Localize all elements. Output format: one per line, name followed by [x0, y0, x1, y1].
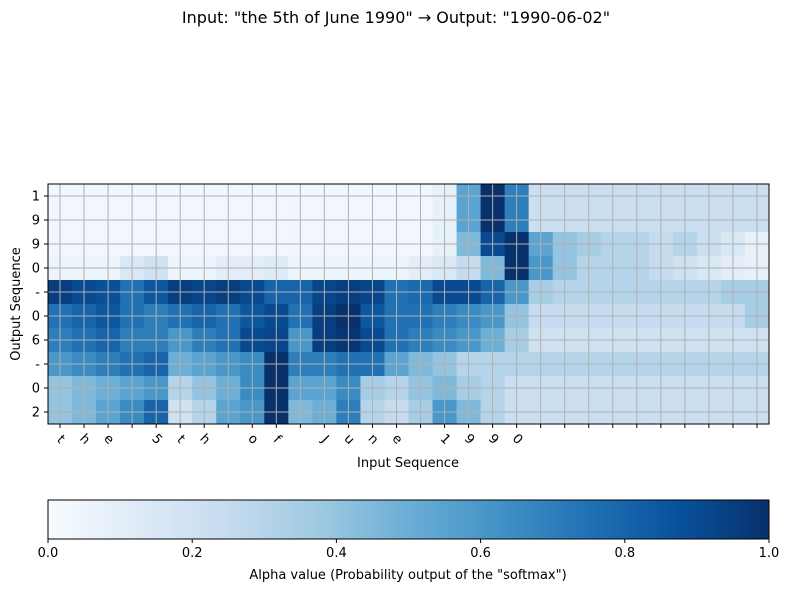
- chart-title: Input: "the 5th of June 1990" → Output: …: [182, 8, 610, 27]
- x-tick-label: n: [365, 431, 381, 447]
- colorbar-label: Alpha value (Probability output of the "…: [249, 568, 566, 583]
- y-tick-label: 9: [32, 214, 40, 229]
- y-axis-ticks: 1 9 9 0 - 0 6 - 0 2: [32, 190, 48, 421]
- x-tick-label: u: [341, 431, 357, 447]
- colorbar-tick-label: 0.4: [326, 546, 347, 561]
- y-tick-label: -: [35, 358, 40, 373]
- heatmap-grid: [48, 184, 769, 424]
- x-tick-label: f: [270, 433, 284, 447]
- x-tick-label: e: [389, 431, 405, 447]
- colorbar: [47, 499, 770, 540]
- y-tick-label: 0: [32, 310, 40, 325]
- colorbar-ticks: 0.0 0.2 0.4 0.6 0.8 1.0: [38, 539, 780, 561]
- x-tick-label: 1: [437, 431, 453, 447]
- x-tick-label: 5: [148, 431, 164, 447]
- y-axis-label: Output Sequence: [9, 247, 24, 360]
- colorbar-tick-label: 0.2: [182, 546, 203, 561]
- y-tick-label: 0: [32, 382, 40, 397]
- x-tick-label: 9: [485, 431, 501, 447]
- colorbar-tick-label: 0.6: [470, 546, 491, 561]
- x-tick-label: e: [100, 431, 116, 447]
- x-tick-label: h: [196, 431, 212, 447]
- y-tick-label: 2: [32, 406, 40, 421]
- y-tick-label: 9: [32, 238, 40, 253]
- x-tick-label: o: [245, 431, 261, 447]
- x-tick-label: 0: [509, 431, 525, 447]
- x-tick-label: h: [76, 431, 92, 447]
- y-tick-label: -: [35, 286, 40, 301]
- x-tick-label: t: [174, 432, 188, 446]
- y-tick-label: 6: [32, 334, 40, 349]
- colorbar-tick-label: 1.0: [759, 546, 780, 561]
- colorbar-tick-label: 0.0: [38, 546, 59, 561]
- x-tick-label: J: [317, 432, 331, 446]
- x-tick-label: t: [53, 432, 67, 446]
- x-tick-label: 9: [461, 431, 477, 447]
- colorbar-tick-label: 0.8: [614, 546, 635, 561]
- y-tick-label: 1: [32, 190, 40, 205]
- y-tick-label: 0: [32, 262, 40, 277]
- x-axis-label: Input Sequence: [357, 456, 459, 471]
- heatmap-frame: [47, 183, 770, 425]
